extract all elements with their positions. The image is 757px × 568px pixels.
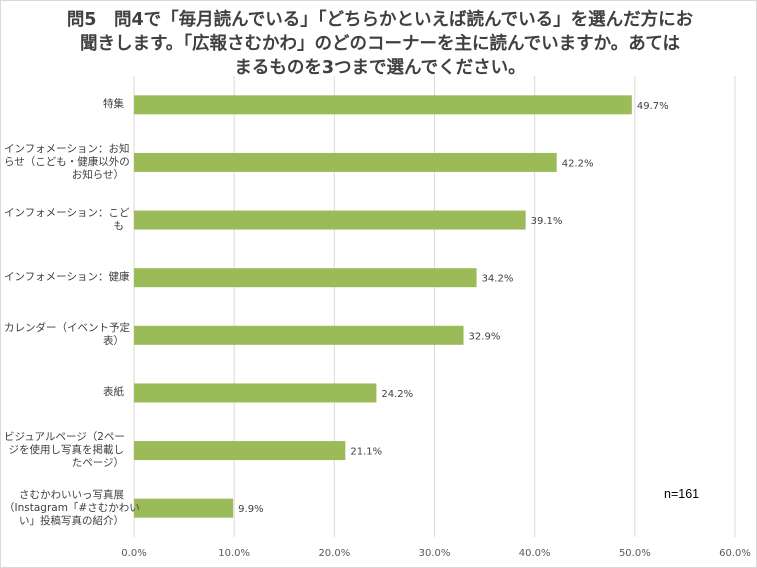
x-tick-label: 50.0% [619, 548, 651, 559]
bars [134, 95, 632, 518]
category-label: ビジュアルページ（2ペー ジを使用し写真を掲載し たページ） [4, 431, 125, 470]
bar [134, 498, 234, 518]
data-label: 34.2% [482, 274, 514, 285]
category-label: インフォメーション：こど も [4, 207, 130, 233]
x-tick-label: 30.0% [419, 548, 451, 559]
category-label: さむかわいいっ写真展 （Instagram「#さむかわい い」投稿写真の紹介） [4, 488, 140, 527]
category-label: カレンダー（イベント予定 表） [4, 322, 130, 348]
data-label: 32.9% [469, 331, 501, 342]
category-label: 表紙 [103, 386, 124, 399]
bar [134, 383, 377, 403]
category-label: インフォメーション：お知 らせ（こども・健康以外の お知らせ） [4, 142, 130, 181]
sample-size-annotation: n=161 [664, 487, 700, 501]
bar [134, 268, 477, 288]
bar [134, 325, 464, 345]
data-label: 21.1% [350, 447, 382, 458]
x-tick-labels: 0.0% 10.0% 20.0% 30.0% 40.0% 50.0% 60.0% [121, 548, 751, 559]
bar [134, 441, 346, 461]
x-tick-label: 60.0% [719, 548, 751, 559]
category-label: インフォメーション：健康 [4, 271, 130, 284]
category-label: 特集 [103, 98, 124, 111]
data-label: 42.2% [562, 158, 594, 169]
data-label: 39.1% [531, 216, 563, 227]
data-label: 9.9% [238, 504, 263, 515]
bar [134, 152, 557, 172]
chart-title: 問5 問4で「毎月読んでいる」「どちらかといえば読んでいる」を選んだ方にお 聞き… [66, 10, 694, 78]
data-label: 49.7% [637, 101, 669, 112]
x-tick-label: 0.0% [121, 548, 146, 559]
x-tick-label: 20.0% [318, 548, 350, 559]
gridlines [133, 76, 736, 537]
bar [134, 210, 526, 230]
data-label: 24.2% [381, 389, 413, 400]
data-labels: 49.7% 42.2% 39.1% 34.2% 32.9% 24.2% 21.1% 9.9% [238, 101, 668, 515]
x-tick-label: 10.0% [218, 548, 250, 559]
bar [134, 95, 632, 115]
x-tick-label: 40.0% [519, 548, 551, 559]
